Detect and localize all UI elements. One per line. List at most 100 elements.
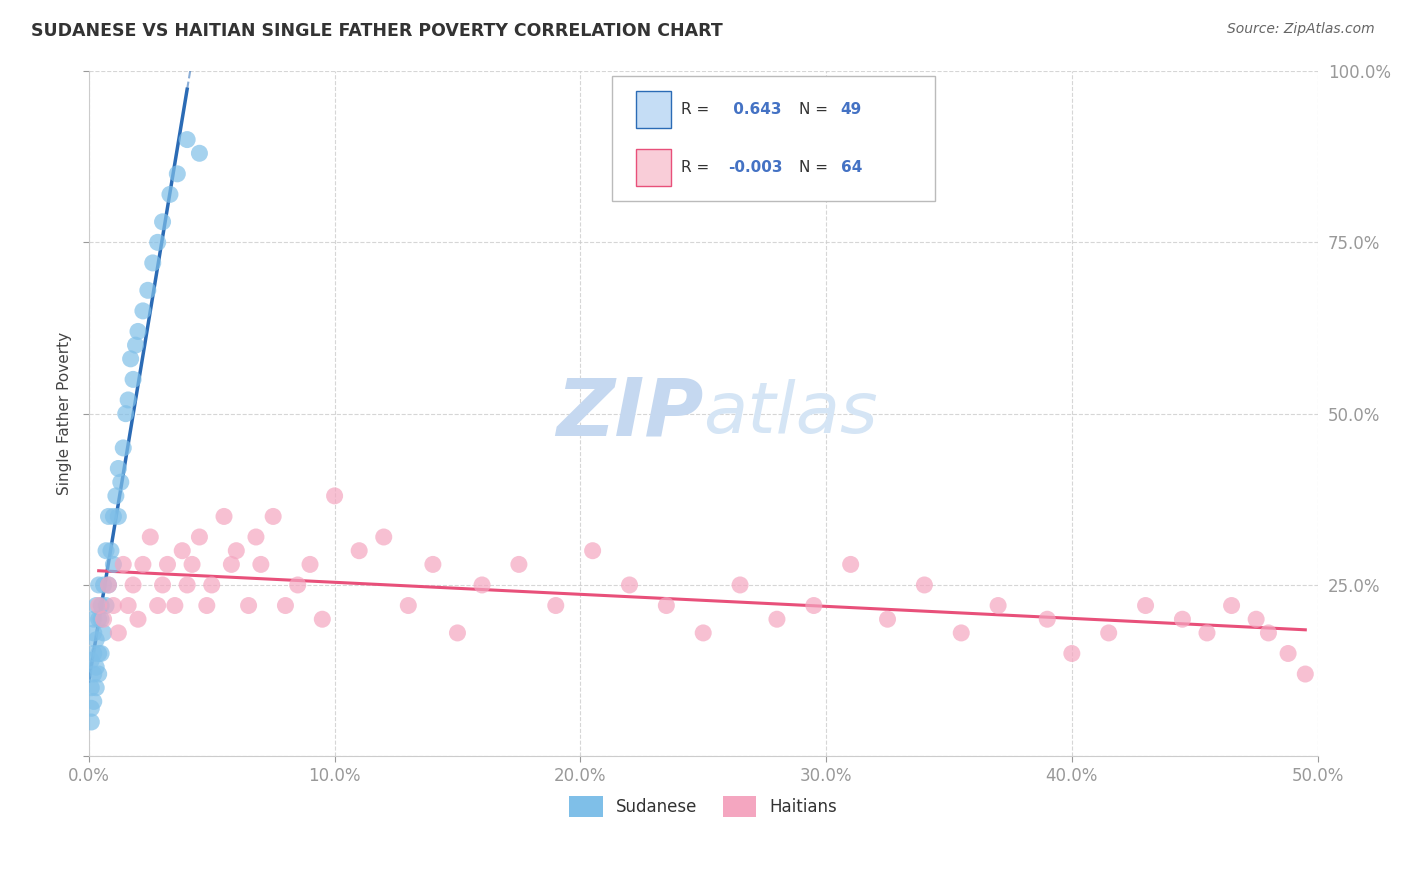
Point: [146, 235, 169, 250]
Point: [83, 667, 105, 681]
Point: [471, 578, 494, 592]
Point: [1294, 667, 1316, 681]
Point: [80, 681, 103, 695]
Text: ZIP: ZIP: [555, 375, 703, 452]
Text: N =: N =: [799, 102, 832, 117]
Point: [90, 599, 112, 613]
Point: [103, 558, 125, 572]
Point: [90, 612, 112, 626]
Point: [87, 612, 110, 626]
Point: [1220, 599, 1243, 613]
Legend: Sudanese, Haitians: Sudanese, Haitians: [562, 789, 844, 823]
Point: [950, 626, 973, 640]
Point: [103, 509, 125, 524]
Point: [1257, 626, 1279, 640]
Point: [114, 407, 136, 421]
Point: [156, 558, 179, 572]
Text: 64: 64: [841, 160, 862, 175]
Point: [80, 714, 103, 729]
Text: -0.003: -0.003: [728, 160, 783, 175]
Point: [93, 612, 115, 626]
Point: [120, 351, 142, 366]
Point: [396, 599, 419, 613]
Point: [181, 558, 204, 572]
Point: [1135, 599, 1157, 613]
Point: [163, 599, 186, 613]
Point: [124, 338, 146, 352]
Point: [176, 132, 198, 146]
Point: [104, 489, 127, 503]
Point: [136, 283, 159, 297]
Point: [97, 509, 120, 524]
Y-axis label: Single Father Poverty: Single Father Poverty: [58, 332, 72, 495]
Point: [159, 187, 181, 202]
Point: [94, 543, 117, 558]
Point: [1036, 612, 1059, 626]
Point: [250, 558, 273, 572]
Point: [100, 543, 122, 558]
Point: [142, 256, 165, 270]
Text: N =: N =: [799, 160, 832, 175]
Point: [84, 599, 107, 613]
Point: [132, 558, 155, 572]
Point: [172, 543, 194, 558]
Point: [544, 599, 567, 613]
Point: [298, 558, 321, 572]
Point: [139, 530, 162, 544]
Point: [90, 647, 112, 661]
Text: SUDANESE VS HAITIAN SINGLE FATHER POVERTY CORRELATION CHART: SUDANESE VS HAITIAN SINGLE FATHER POVERT…: [31, 22, 723, 40]
Point: [1060, 647, 1083, 661]
Point: [262, 509, 284, 524]
Point: [93, 578, 115, 592]
Point: [287, 578, 309, 592]
Point: [122, 372, 145, 386]
Point: [132, 304, 155, 318]
Text: Source: ZipAtlas.com: Source: ZipAtlas.com: [1227, 22, 1375, 37]
Point: [1244, 612, 1267, 626]
Point: [245, 530, 267, 544]
Point: [117, 599, 139, 613]
Point: [97, 578, 120, 592]
Text: R =: R =: [681, 160, 714, 175]
Point: [103, 599, 125, 613]
Point: [87, 667, 110, 681]
Point: [127, 325, 149, 339]
Point: [188, 530, 211, 544]
Point: [1277, 647, 1299, 661]
Point: [97, 578, 120, 592]
Point: [110, 475, 132, 490]
Point: [323, 489, 346, 503]
Point: [166, 167, 188, 181]
Point: [84, 632, 107, 647]
Point: [446, 626, 468, 640]
Point: [274, 599, 297, 613]
Point: [112, 441, 135, 455]
Point: [87, 578, 110, 592]
Point: [1195, 626, 1218, 640]
Point: [212, 509, 235, 524]
Text: 49: 49: [841, 102, 862, 117]
Point: [221, 558, 243, 572]
Point: [728, 578, 751, 592]
Point: [581, 543, 603, 558]
Point: [987, 599, 1010, 613]
Point: [107, 509, 129, 524]
Point: [373, 530, 395, 544]
Point: [112, 558, 135, 572]
Point: [84, 660, 107, 674]
Point: [83, 612, 105, 626]
Point: [347, 543, 370, 558]
Point: [152, 215, 174, 229]
Point: [80, 701, 103, 715]
Text: 0.643: 0.643: [728, 102, 782, 117]
Point: [152, 578, 174, 592]
Point: [311, 612, 333, 626]
Point: [176, 578, 198, 592]
Point: [766, 612, 789, 626]
Point: [876, 612, 898, 626]
Point: [94, 599, 117, 613]
Text: R =: R =: [681, 102, 714, 117]
Point: [127, 612, 149, 626]
Point: [201, 578, 224, 592]
Point: [117, 392, 139, 407]
